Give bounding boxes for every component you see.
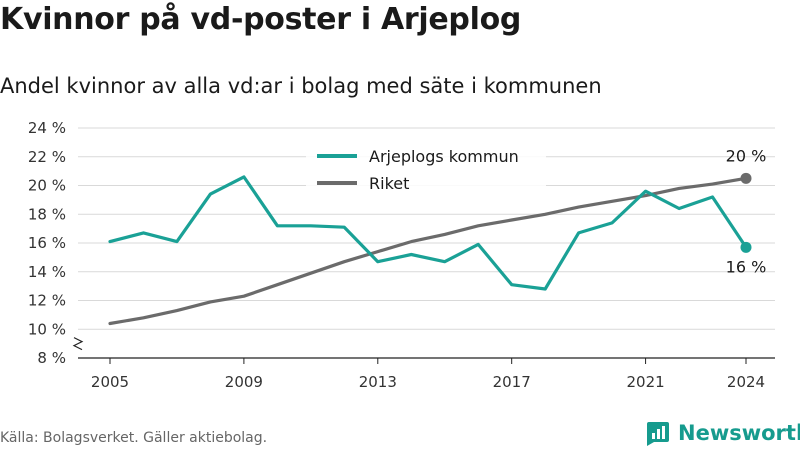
end-label-arjeplogs-kommun: 16 % [726, 257, 767, 276]
brand-name: Newsworthy [678, 421, 800, 445]
y-tick-label: 12 % [28, 292, 66, 310]
legend-background [306, 141, 546, 201]
y-tick-label: 8 % [37, 349, 66, 367]
y-tick-label: 14 % [28, 263, 66, 281]
end-label-riket: 20 % [726, 146, 767, 165]
x-tick-label: 2005 [91, 373, 129, 391]
y-tick-label: 22 % [28, 148, 66, 166]
x-tick-label: 2013 [359, 373, 397, 391]
brand-logo: Newsworthy [644, 420, 800, 446]
y-tick-label: 16 % [28, 234, 66, 252]
y-axis-ticks: 8 % 10 % 12 % 14 % 16 % 18 % 20 % 22 % 24 % [28, 119, 84, 367]
y-tick-label: 20 % [28, 177, 66, 195]
end-labels: 16 % 20 % [726, 146, 767, 276]
x-tick-label: 2009 [225, 373, 263, 391]
legend-label: Riket [369, 174, 409, 193]
legend-label: Arjeplogs kommun [369, 147, 519, 166]
newsworthy-logo-icon [647, 422, 669, 446]
axis-break-icon [72, 337, 84, 351]
y-tick-label: 18 % [28, 205, 66, 223]
chart-subtitle: Andel kvinnor av alla vd:ar i bolag med … [0, 74, 602, 98]
y-tick-label: 10 % [28, 320, 66, 338]
x-axis-ticks: 2005 2009 2013 2017 2021 2024 [91, 358, 765, 391]
end-point-riket [740, 172, 752, 184]
x-tick-label: 2024 [727, 373, 765, 391]
series-lines [108, 172, 752, 326]
legend: Arjeplogs kommun Riket [306, 141, 546, 201]
series-line-arjeplogs-kommun [108, 175, 748, 291]
y-tick-label: 24 % [28, 119, 66, 137]
x-tick-label: 2017 [493, 373, 531, 391]
x-tick-label: 2021 [626, 373, 664, 391]
end-point-arjeplogs-kommun [740, 241, 752, 253]
source-note: Källa: Bolagsverket. Gäller aktiebolag. [0, 430, 268, 446]
chart-title: Kvinnor på vd-poster i Arjeplog [0, 2, 522, 37]
